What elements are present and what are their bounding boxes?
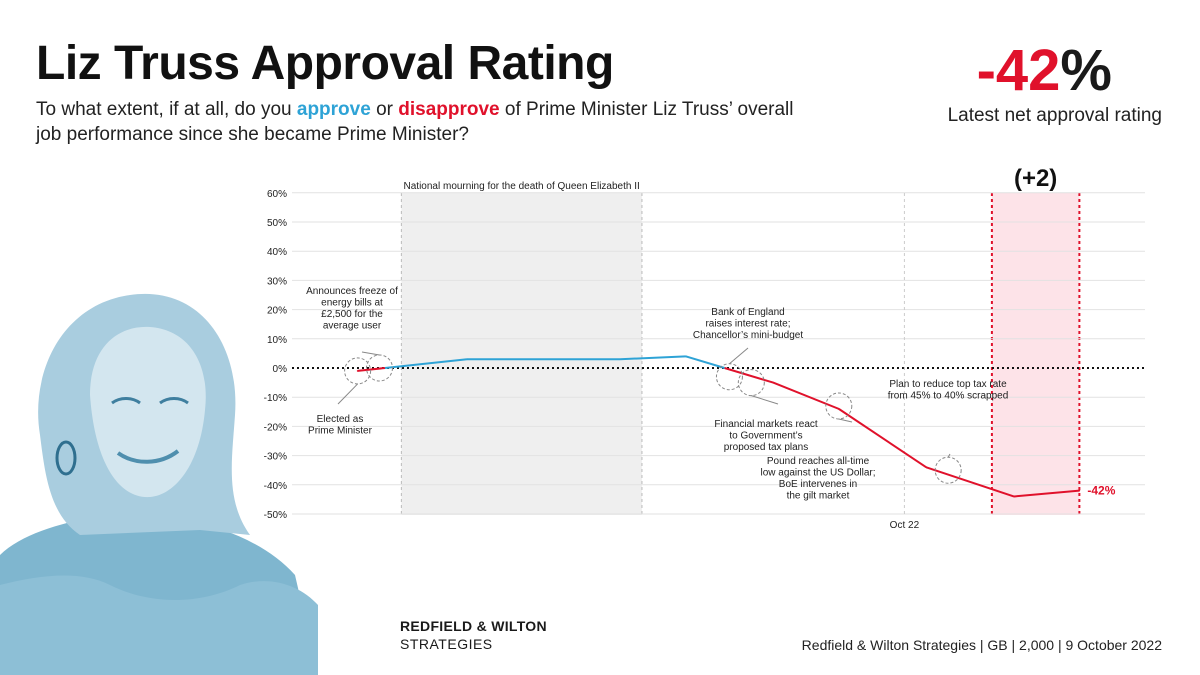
survey-question: To what extent, if at all, do you approv… <box>36 97 816 147</box>
annotation-leader <box>361 351 380 356</box>
series-segment <box>620 355 686 361</box>
data-point <box>925 466 928 469</box>
annotation-leader <box>751 395 779 405</box>
annotation-label: Plan to reduce top tax rate <box>889 379 1007 390</box>
series-segment <box>1013 489 1080 498</box>
data-point <box>619 358 621 361</box>
annotation-label: to Government’s <box>729 431 802 442</box>
y-tick-label: 60% <box>267 189 287 200</box>
question-pre: To what extent, if at all, do you <box>36 99 297 120</box>
series-segment <box>925 466 1015 498</box>
brand-subname: STRATEGIES <box>400 636 493 652</box>
series-segment <box>724 367 774 384</box>
y-tick-label: 40% <box>267 247 287 258</box>
disapprove-word: disapprove <box>398 99 500 120</box>
annotation-circle <box>934 456 962 484</box>
annotation-label: the gilt market <box>787 491 850 502</box>
annotation-label: BoE intervenes in <box>779 479 857 490</box>
data-point <box>466 358 468 361</box>
headline-number: -42 <box>976 38 1061 103</box>
annotation-label: energy bills at <box>321 298 383 309</box>
annotation-label: from 45% to 40% scrapped <box>888 391 1009 402</box>
data-point <box>1012 495 1015 498</box>
page-title: Liz Truss Approval Rating <box>36 37 614 90</box>
annotation-leader <box>337 383 358 405</box>
source-note: Redfield & Wilton Strategies | GB | 2,00… <box>801 637 1162 653</box>
headline-approval-value: -42% <box>977 40 1112 102</box>
annotation-circle <box>365 354 393 382</box>
question-post: of Prime Minister Liz Truss’ overall job… <box>36 99 794 145</box>
annotation-circle <box>825 392 853 420</box>
annotation-leader <box>947 453 951 458</box>
annotation-label: low against the US Dollar; <box>760 468 875 479</box>
series-segment <box>357 367 386 372</box>
annotation-circle <box>344 357 372 385</box>
annotation-label: Chancellor’s mini-budget <box>693 330 803 341</box>
mourning-label: National mourning for the death of Queen… <box>404 181 640 192</box>
latest-period-highlight <box>991 193 1080 515</box>
annotation-circle <box>715 363 743 391</box>
annotation-label: Elected as <box>317 414 364 425</box>
y-tick-label: 50% <box>267 218 287 229</box>
question-mid: or <box>370 99 399 120</box>
approve-word: approve <box>296 99 371 120</box>
portrait-image <box>0 293 318 675</box>
x-tick-label: Oct 22 <box>890 520 920 531</box>
headline-percent-sign: % <box>1060 38 1112 103</box>
series-segment <box>838 408 927 469</box>
data-point <box>684 355 687 358</box>
brand-name: REDFIELD & WILTON <box>400 618 547 634</box>
headline-caption: Latest net approval rating <box>947 105 1162 126</box>
portrait-silhouette <box>0 293 318 675</box>
annotation-label: Bank of England <box>711 307 784 318</box>
series-segment <box>685 355 725 369</box>
data-point <box>1078 489 1081 492</box>
annotation-label: raises interest rate; <box>705 319 790 330</box>
annotation-leader <box>838 418 853 423</box>
data-point <box>356 370 359 372</box>
series-segment <box>772 381 840 410</box>
annotation-label: Financial markets react <box>714 419 818 430</box>
annotation-circle <box>737 369 765 397</box>
annotation-leader <box>729 347 749 365</box>
data-point <box>772 381 774 384</box>
last-value-label: -42% <box>1087 484 1115 498</box>
change-label: (+2) <box>1014 165 1057 192</box>
mourning-shading <box>401 193 642 515</box>
annotation-label: proposed tax plans <box>724 442 809 453</box>
annotation-label: Pound reaches all-time <box>767 456 870 467</box>
annotation-label: £2,500 for the <box>321 309 383 320</box>
annotation-label: average user <box>323 321 382 332</box>
series-segment <box>384 358 468 369</box>
data-point <box>837 408 840 410</box>
